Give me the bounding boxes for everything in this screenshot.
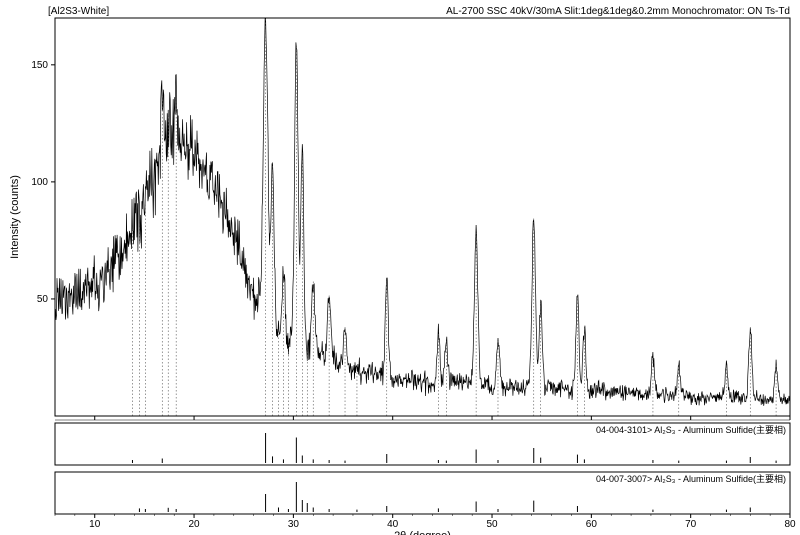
y-tick-label: 50 <box>37 294 49 305</box>
x-axis-label: 2θ (degree) <box>394 530 451 535</box>
y-axis-label: Intensity (counts) <box>9 175 21 259</box>
x-tick-label: 10 <box>89 519 101 530</box>
main-plot-frame <box>55 18 790 416</box>
ref-panel-label-1: 04-004-3101> Al₂S₃ - Aluminum Sulfide(主要… <box>596 424 786 435</box>
x-tick-label: 60 <box>586 519 598 530</box>
xrd-trace <box>55 18 790 406</box>
y-tick-label: 100 <box>31 177 48 188</box>
x-tick-label: 30 <box>288 519 300 530</box>
x-tick-label: 40 <box>387 519 399 530</box>
x-tick-label: 80 <box>784 519 796 530</box>
xrd-plot: 50 100 150 Intensity (counts) 04-004-3101> A… <box>0 0 800 535</box>
x-tick-label: 70 <box>685 519 697 530</box>
x-tick-label: 50 <box>486 519 498 530</box>
y-tick-label: 150 <box>31 60 48 71</box>
ref-panel-label-2: 04-007-3007> Al₂S₃ - Aluminum Sulfide(主要… <box>596 473 786 484</box>
x-tick-label: 20 <box>188 519 200 530</box>
